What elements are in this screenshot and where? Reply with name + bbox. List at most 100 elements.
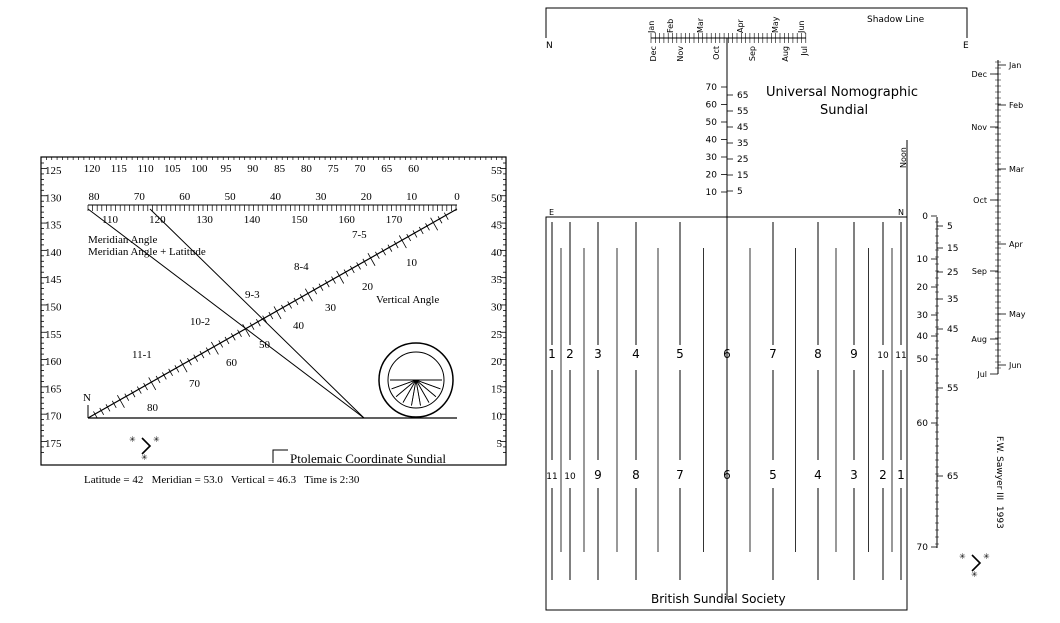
right-scale-label: 5 <box>497 438 503 450</box>
hour-label-upper: 1 <box>548 347 556 361</box>
meridian-angle-label: Meridian Angle <box>88 234 157 246</box>
diagonal-tick <box>155 375 161 384</box>
diagonal-tick <box>331 276 336 284</box>
right-scale-left-label: 20 <box>917 283 929 293</box>
diagonal-tick <box>393 240 399 249</box>
diagonal-tick <box>179 359 188 373</box>
hour-label-upper: 4 <box>632 347 640 361</box>
center-scale-right-label: 55 <box>737 107 748 117</box>
center-scale-left-label: 60 <box>706 101 718 111</box>
diagonal-tick <box>230 333 236 341</box>
top-scale-label: 110 <box>138 163 155 175</box>
diagonal-tick <box>375 251 380 259</box>
top-scale-label: 95 <box>221 163 233 175</box>
center-scale-left-label: 10 <box>706 188 718 198</box>
right-scale-right-label: 65 <box>947 472 958 482</box>
diagonal-tick <box>193 354 199 362</box>
hour-label-lower: 4 <box>814 468 822 482</box>
svg-text:✳: ✳ <box>971 570 978 579</box>
right-scale-left-label: 60 <box>917 419 929 429</box>
hour-label-lower: 1 <box>897 468 905 482</box>
diagonal-tick <box>136 386 142 394</box>
diagonal-tick <box>387 244 393 252</box>
left-scale-label: 135 <box>45 220 62 232</box>
diagonal-tick <box>218 340 224 348</box>
svg-text:✳: ✳ <box>129 435 136 444</box>
seal-ray <box>395 379 417 398</box>
diagonal-tick <box>242 323 251 337</box>
center-scale-left-label: 40 <box>706 136 718 146</box>
right-scale-label: 25 <box>491 329 503 341</box>
sundial-logo-icon-right: ✳ ✳ ✳ <box>959 552 990 579</box>
nomo-title-line1: Universal Nomographic <box>766 85 918 100</box>
top-scale-label: 100 <box>191 163 208 175</box>
diagonal-tick <box>398 235 407 249</box>
center-scale-right-label: 5 <box>737 187 743 197</box>
diagonal-tick <box>273 306 282 320</box>
top-scale-label: 105 <box>164 163 181 175</box>
right-scale-label: 55 <box>491 165 503 177</box>
right-scale-left-label: 50 <box>917 355 929 365</box>
diagonal-tick <box>318 283 324 291</box>
far-month-right: Jun <box>1008 361 1022 370</box>
right-scale-right-label: 35 <box>947 295 958 305</box>
svg-text:✳: ✳ <box>141 453 148 462</box>
diagonal-tick <box>162 372 167 380</box>
diagonal-tick <box>430 217 439 231</box>
right-scale-label: 35 <box>491 274 503 286</box>
center-scale-left-label: 50 <box>706 118 718 128</box>
inner-lower-label: 150 <box>291 214 308 226</box>
right-scale-right-label: 15 <box>947 244 958 254</box>
vertical-angle-label: Vertical Angle <box>376 294 439 306</box>
top-scale-label: 80 <box>301 163 313 175</box>
top-scale-label: 90 <box>247 163 259 175</box>
vertical-angle-tick-label: 80 <box>147 402 159 414</box>
diagonal-tick <box>381 248 386 256</box>
vertical-angle-tick-label: 60 <box>226 357 238 369</box>
hour-label-upper: 7 <box>769 347 777 361</box>
left-scale-label: 175 <box>45 438 62 450</box>
left-scale-label: 170 <box>45 411 62 423</box>
top-month-lower: Dec <box>649 46 658 61</box>
right-scale-left-label: 70 <box>917 543 929 553</box>
top-month-upper: Mar <box>696 17 705 33</box>
hour-label-lower: 9 <box>594 468 602 482</box>
top-month-lower: Sep <box>748 46 757 61</box>
center-scale-right-label: 25 <box>737 155 748 165</box>
hour-label-upper: 9 <box>850 347 858 361</box>
right-scale-right-label: 5 <box>947 222 953 232</box>
seal-ray <box>415 379 421 406</box>
vertical-angle-tick-label: 40 <box>293 320 305 332</box>
diagonal-tick <box>130 389 136 398</box>
top-month-upper: Jun <box>797 21 806 35</box>
center-scale-left-label: 70 <box>706 83 718 93</box>
diagonal-tick <box>256 318 261 327</box>
diagonal-tick <box>367 253 376 266</box>
inner-lower-label: 130 <box>196 214 213 226</box>
vertical-angle-tick-label: 50 <box>259 339 271 351</box>
left-scale-label: 165 <box>45 383 62 395</box>
diagonal-tick <box>425 223 430 231</box>
inner-lower-label: 140 <box>244 214 261 226</box>
top-scale-label: 65 <box>381 163 393 175</box>
hour-label-lower: 5 <box>769 468 777 482</box>
diagonal-tick <box>281 304 286 313</box>
shadow-line-label: Shadow Line <box>867 15 925 25</box>
inner-upper-label: 20 <box>361 191 373 203</box>
meridian-angle-line <box>87 208 365 419</box>
diagonal-tick <box>174 365 180 373</box>
diagonal-tick <box>418 226 424 235</box>
left-scale-label: 160 <box>45 356 62 368</box>
left-scale-label: 125 <box>45 165 62 177</box>
far-month-left: Aug <box>971 335 987 344</box>
meridian-plus-latitude-line <box>149 208 365 419</box>
nomo-n-top: N <box>546 41 553 51</box>
left-scale-label: 140 <box>45 247 62 259</box>
inner-upper-label: 50 <box>225 191 237 203</box>
top-month-lower: Jul <box>800 46 809 57</box>
right-scale-label: 30 <box>491 302 503 314</box>
diagonal-tick <box>262 315 267 323</box>
nomographic-sundial: N E Shadow Line Jan Feb Mar Apr May Jun Dec No… <box>545 7 1026 611</box>
far-month-right: Mar <box>1009 165 1025 174</box>
meridian-plus-latitude-label: Meridian Angle + Latitude <box>88 246 206 258</box>
